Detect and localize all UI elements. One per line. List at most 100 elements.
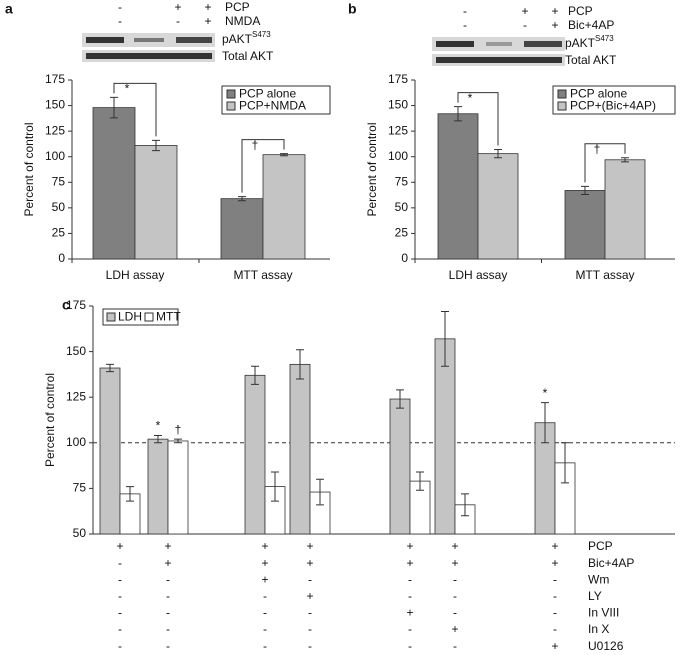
treatment-label: PCP: [588, 539, 613, 553]
legend-swatch: [144, 312, 154, 322]
treatment-sign: -: [118, 606, 122, 620]
legend-label: PCP alone: [239, 87, 296, 101]
blot-band-label: pAKTS473: [565, 34, 614, 50]
blot-band: [86, 53, 212, 59]
blot-sign: -: [118, 0, 122, 14]
error-bar: [416, 471, 424, 491]
blot-sign: +: [204, 0, 211, 14]
treatment-sign: +: [451, 622, 458, 636]
treatment-sign: -: [553, 606, 557, 620]
treatment-sign: +: [551, 639, 558, 653]
treatment-sign: +: [406, 539, 413, 553]
treatment-sign: +: [116, 539, 123, 553]
treatment-sign: -: [408, 639, 412, 653]
treatment-sign: +: [551, 539, 558, 553]
y-axis-label: Percent of control: [365, 122, 379, 216]
blot-sign: -: [523, 18, 527, 32]
treatment-sign: -: [263, 606, 267, 620]
y-tick-label: 25: [52, 226, 66, 240]
y-tick-label: 125: [388, 123, 408, 137]
bar: [289, 363, 311, 535]
panel-label: a: [5, 1, 13, 17]
y-tick-label: 125: [66, 389, 86, 403]
y-tick-label: 100: [388, 149, 408, 163]
treatment-sign: -: [453, 606, 457, 620]
bar: [262, 154, 306, 260]
error-bar: [454, 106, 462, 122]
treatment-sign: +: [306, 556, 313, 570]
bar: [167, 440, 189, 535]
error-bar: [126, 486, 134, 502]
treatment-sign: -: [118, 639, 122, 653]
blot-band: [436, 41, 474, 47]
treatment-sign: +: [164, 539, 171, 553]
y-tick-label: 175: [66, 298, 86, 312]
blot-band: [486, 42, 512, 46]
treatment-sign: -: [118, 589, 122, 603]
y-axis-label: Percent of control: [43, 373, 57, 467]
legend-label: LDH: [118, 310, 142, 324]
blot-row-label: PCP: [225, 0, 250, 14]
bar: [604, 159, 646, 260]
error-bar: [541, 402, 549, 444]
blot-band: [86, 37, 124, 43]
treatment-sign: -: [408, 589, 412, 603]
legend-swatch: [226, 101, 236, 111]
y-tick-label: 50: [52, 200, 66, 214]
legend-label: PCP alone: [570, 87, 627, 101]
treatment-sign: +: [406, 606, 413, 620]
error-bar: [621, 157, 629, 163]
error-bar: [494, 149, 502, 159]
blot-sign: -: [463, 18, 467, 32]
band-superscript: S473: [252, 30, 271, 39]
legend-swatch: [106, 312, 116, 322]
legend-swatch: [226, 89, 236, 99]
legend-label: PCP+NMDA: [239, 99, 306, 113]
y-tick-label: 75: [73, 481, 87, 495]
error-bar: [110, 96, 118, 119]
y-tick-label: 175: [45, 72, 65, 86]
bar: [220, 198, 264, 260]
treatment-sign: -: [408, 622, 412, 636]
y-tick-label: 25: [395, 226, 409, 240]
treatment-sign: +: [164, 556, 171, 570]
treatment-label: In VIII: [588, 606, 619, 620]
x-tick-label: LDH assay: [449, 268, 508, 282]
treatment-sign: -: [118, 572, 122, 586]
x-tick-label: MTT assay: [233, 268, 292, 282]
blot-row-label: PCP: [568, 4, 593, 18]
treatment-sign: +: [551, 556, 558, 570]
treatment-sign: -: [118, 622, 122, 636]
y-tick-label: 100: [66, 435, 86, 449]
y-tick-label: 125: [45, 123, 65, 137]
treatment-sign: -: [553, 572, 557, 586]
y-tick-label: 75: [395, 174, 409, 188]
annotation: †: [175, 422, 182, 436]
x-tick-label: MTT assay: [575, 268, 634, 282]
significance-bracket: [113, 82, 157, 137]
bar: [147, 438, 169, 535]
y-tick-label: 0: [401, 251, 408, 265]
panel-label: b: [348, 1, 357, 17]
y-tick-label: 150: [45, 98, 65, 112]
treatment-sign: -: [308, 572, 312, 586]
blot-sign: +: [551, 4, 558, 18]
y-tick-label: 100: [45, 149, 65, 163]
blot-total-label: Total AKT: [222, 49, 274, 63]
treatment-sign: -: [453, 589, 457, 603]
bar: [437, 113, 479, 260]
treatment-sign: -: [166, 639, 170, 653]
blot-sign: +: [551, 18, 558, 32]
legend-swatch: [557, 101, 567, 111]
treatment-sign: -: [118, 556, 122, 570]
blot-sign: -: [176, 14, 180, 28]
legend-label: MTT: [156, 310, 181, 324]
error-bar: [396, 389, 404, 409]
x-tick-label: LDH assay: [106, 268, 165, 282]
y-tick-label: 75: [52, 174, 66, 188]
treatment-label: U0126: [588, 639, 624, 653]
treatment-sign: +: [306, 539, 313, 553]
significance-bracket: [457, 92, 499, 146]
treatment-sign: -: [166, 572, 170, 586]
